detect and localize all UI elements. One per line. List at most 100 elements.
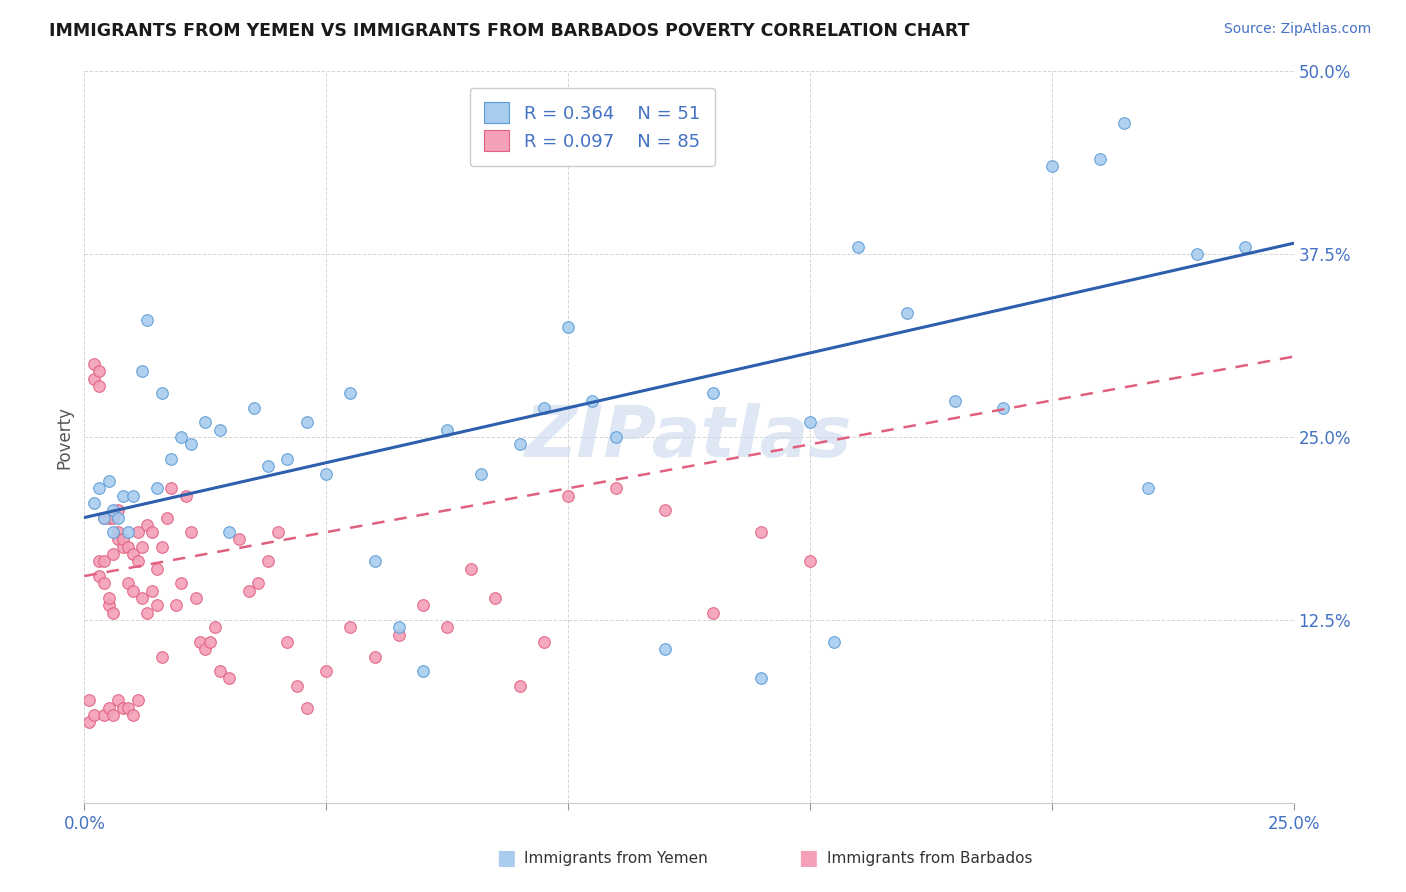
Point [208, 423, 231, 437]
Point [174, 489, 197, 503]
Point [117, 576, 139, 591]
Point [131, 591, 153, 605]
Point [112, 540, 135, 554]
Point [533, 635, 555, 649]
Point [121, 547, 143, 561]
Point [87, 364, 110, 378]
Point [150, 649, 173, 664]
Text: IMMIGRANTS FROM YEMEN VS IMMIGRANTS FROM BARBADOS POVERTY CORRELATION CHART: IMMIGRANTS FROM YEMEN VS IMMIGRANTS FROM… [49, 22, 970, 40]
Point [285, 679, 308, 693]
Text: ZIPatlas: ZIPatlas [526, 402, 852, 472]
Point [121, 489, 143, 503]
Point [190, 635, 212, 649]
Point [846, 240, 869, 254]
Point [103, 503, 125, 517]
Point [228, 533, 250, 547]
Point [77, 715, 100, 730]
Point [1040, 160, 1063, 174]
Point [315, 467, 337, 481]
Point [136, 606, 159, 620]
Point [103, 606, 125, 620]
Point [436, 423, 458, 437]
Point [204, 620, 226, 634]
Point [127, 525, 149, 540]
Point [121, 708, 143, 723]
Point [295, 700, 318, 714]
Point [170, 430, 193, 444]
Text: Source: ZipAtlas.com: Source: ZipAtlas.com [1223, 22, 1371, 37]
Point [97, 591, 120, 605]
Point [605, 481, 627, 495]
Point [242, 401, 264, 415]
Point [751, 672, 773, 686]
Point [83, 371, 105, 385]
Point [103, 708, 125, 723]
Point [238, 583, 260, 598]
Point [180, 525, 202, 540]
Point [1185, 247, 1208, 261]
Point [751, 525, 773, 540]
Point [218, 525, 240, 540]
Point [127, 554, 149, 568]
Point [97, 474, 120, 488]
Point [218, 672, 240, 686]
Point [136, 517, 159, 532]
Point [107, 693, 129, 707]
Point [412, 599, 434, 613]
Point [146, 481, 169, 495]
Point [141, 525, 163, 540]
Point [295, 416, 318, 430]
Point [136, 313, 159, 327]
Point [87, 379, 110, 393]
Point [146, 562, 169, 576]
Point [1114, 115, 1136, 129]
Point [83, 496, 105, 510]
Point [87, 481, 110, 495]
Point [103, 525, 125, 540]
Point [823, 635, 845, 649]
Point [97, 510, 120, 524]
Point [77, 693, 100, 707]
Point [799, 416, 821, 430]
Point [605, 430, 627, 444]
Point [121, 583, 143, 598]
Point [436, 620, 458, 634]
Point [581, 393, 603, 408]
Point [146, 599, 169, 613]
Point [460, 562, 482, 576]
Point [194, 642, 217, 657]
Point [160, 452, 183, 467]
Point [131, 540, 153, 554]
Point [93, 510, 115, 524]
Point [339, 620, 361, 634]
Point [943, 393, 966, 408]
Point [107, 525, 129, 540]
Point [170, 576, 193, 591]
Point [557, 489, 579, 503]
Point [557, 320, 579, 334]
Point [257, 554, 280, 568]
Point [363, 649, 385, 664]
Text: Immigrants from Yemen: Immigrants from Yemen [524, 851, 709, 865]
Point [194, 416, 217, 430]
Point [276, 452, 298, 467]
Point [1137, 481, 1160, 495]
Point [127, 693, 149, 707]
Point [247, 576, 270, 591]
Point [141, 583, 163, 598]
Point [97, 599, 120, 613]
Point [112, 489, 135, 503]
Point [799, 554, 821, 568]
Point [654, 503, 676, 517]
Text: ■: ■ [496, 848, 516, 868]
Point [93, 554, 115, 568]
Point [150, 386, 173, 401]
Point [160, 481, 183, 495]
Point [315, 664, 337, 678]
Point [165, 599, 187, 613]
Point [83, 357, 105, 371]
Point [276, 635, 298, 649]
Point [93, 708, 115, 723]
Point [509, 437, 531, 451]
Point [107, 503, 129, 517]
